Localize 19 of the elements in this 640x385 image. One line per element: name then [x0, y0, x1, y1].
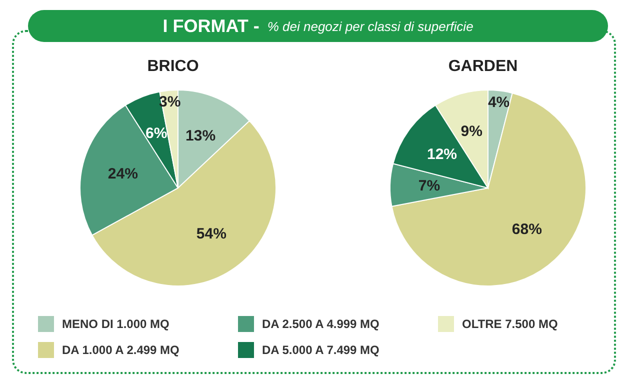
- data-label: 54%: [196, 225, 226, 242]
- data-label: 12%: [427, 146, 458, 164]
- pie-slice: [391, 92, 586, 286]
- legend-label: DA 1.000 A 2.499 MQ: [62, 343, 180, 357]
- legend-label: DA 5.000 A 7.499 MQ: [262, 343, 380, 357]
- data-label: 9%: [460, 123, 482, 140]
- data-label: 68%: [512, 220, 542, 238]
- text: % dei negozi per classi di superficie: [267, 18, 474, 34]
- chart-title: BRICO: [146, 58, 200, 77]
- data-label: 6%: [146, 124, 168, 142]
- data-label: 4%: [488, 94, 510, 111]
- data-label: 7%: [418, 178, 440, 195]
- legend-label: MENO DI 1.000 MQ: [62, 317, 170, 331]
- text: I FORMAT -: [162, 16, 260, 36]
- data-label: 13%: [186, 127, 216, 144]
- data-label: 24%: [108, 165, 138, 182]
- chart-title: GARDEN: [447, 58, 519, 77]
- legend-label: DA 2.500 A 4.999 MQ: [262, 317, 380, 331]
- legend-label: OLTRE 7.500 MQ: [462, 317, 558, 331]
